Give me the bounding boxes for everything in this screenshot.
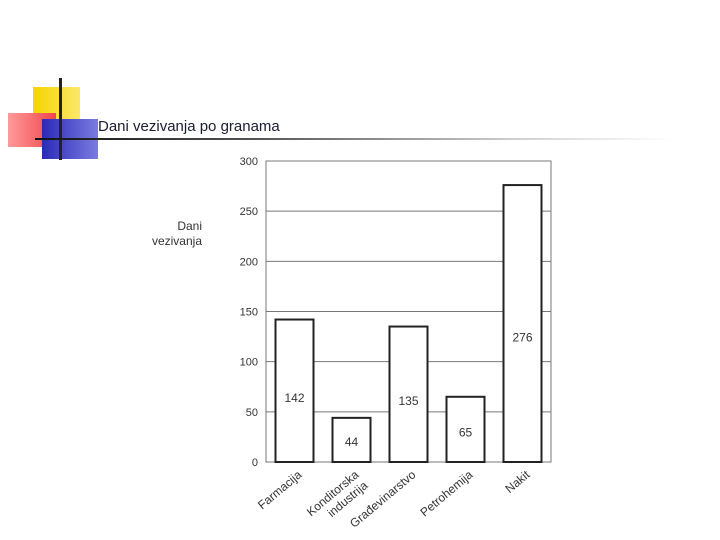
y-tick-label: 50 xyxy=(246,407,258,419)
data-label: 142 xyxy=(284,391,304,405)
bar xyxy=(274,318,315,463)
y-tick-label: 100 xyxy=(240,357,258,369)
data-labels: 142 44 135 65 276 xyxy=(284,330,532,449)
x-tick-label: Farmacija xyxy=(255,467,305,512)
x-tick-label: Petrohemija xyxy=(417,467,475,519)
y-tick-label: 300 xyxy=(240,156,258,168)
y-axis-label-line-1: Dani xyxy=(177,219,202,233)
bar xyxy=(388,325,429,463)
x-tick-label-line: Petrohemija xyxy=(417,467,475,519)
x-tick-labels: Farmacija KonditorskaindustrijaGrađevinar… xyxy=(255,467,533,530)
y-axis-label-line-2: vezivanja xyxy=(151,234,202,248)
y-tick-label: 0 xyxy=(252,457,258,469)
x-tick-label: Nakit xyxy=(502,467,532,496)
data-label: 135 xyxy=(398,394,418,408)
data-label: 44 xyxy=(345,435,359,449)
data-label: 65 xyxy=(459,426,473,440)
title-underline xyxy=(35,138,675,140)
slide-title: Dani vezivanja po granama xyxy=(98,118,280,135)
y-tick-labels: 0 50 100 150 200 250 300 xyxy=(240,156,258,469)
x-tick-label-line: Nakit xyxy=(502,467,532,496)
bar xyxy=(502,184,543,464)
y-axis-label: Dani vezivanja xyxy=(140,219,202,249)
bar xyxy=(445,395,486,463)
data-label: 276 xyxy=(512,330,532,344)
x-tick-label-line: Farmacija xyxy=(255,467,305,512)
y-tick-label: 200 xyxy=(240,256,258,268)
bars xyxy=(274,184,543,464)
bar xyxy=(331,416,372,463)
decor-vertical-line xyxy=(59,78,62,160)
y-tick-label: 250 xyxy=(240,206,258,218)
y-tick-label: 150 xyxy=(240,307,258,319)
